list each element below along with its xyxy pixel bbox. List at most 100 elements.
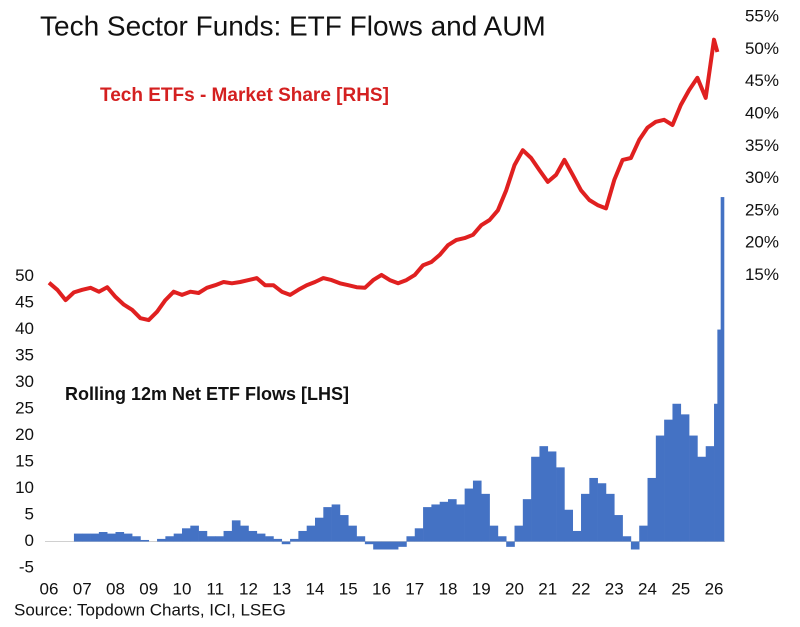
x-tick-label: 16 xyxy=(372,579,391,598)
y-tick-label: 0 xyxy=(25,531,34,550)
bar xyxy=(323,507,332,542)
bar xyxy=(705,446,715,542)
bar xyxy=(373,541,382,550)
y-tick-label: 30 xyxy=(15,372,34,391)
bar xyxy=(165,536,174,542)
bar xyxy=(456,504,465,542)
y-tick-label: 5 xyxy=(25,505,34,524)
bar xyxy=(198,530,208,542)
bar xyxy=(581,493,590,542)
bar xyxy=(720,197,725,542)
bar xyxy=(414,528,424,542)
bar xyxy=(605,493,615,542)
bar xyxy=(157,538,166,542)
bar xyxy=(597,483,607,542)
bar xyxy=(173,533,183,542)
chart-title: Tech Sector Funds: ETF Flows and AUM xyxy=(40,10,546,41)
bar xyxy=(514,525,524,542)
bar xyxy=(439,501,449,542)
y-tick-label: 45 xyxy=(15,293,34,312)
y-tick-label: 15 xyxy=(15,452,34,471)
y2-tick-label: 15% xyxy=(745,265,779,284)
bar xyxy=(315,517,324,542)
bar xyxy=(398,541,407,547)
bar xyxy=(140,539,150,542)
bar xyxy=(506,541,515,547)
bar xyxy=(655,435,665,542)
bar xyxy=(123,533,133,542)
y-tick-label: 20 xyxy=(15,425,34,444)
y2-tick-label: 50% xyxy=(745,39,779,58)
bar xyxy=(531,456,540,542)
x-tick-label: 12 xyxy=(239,579,258,598)
y2-tick-label: 25% xyxy=(745,200,779,219)
x-tick-label: 26 xyxy=(705,579,724,598)
bar xyxy=(381,541,391,550)
bar xyxy=(614,515,623,542)
x-tick-label: 18 xyxy=(439,579,458,598)
bar xyxy=(356,536,366,542)
bar xyxy=(281,541,291,545)
bar xyxy=(431,504,440,542)
bar xyxy=(298,530,307,542)
bar xyxy=(306,525,316,542)
bar xyxy=(522,499,532,542)
bar xyxy=(248,530,258,542)
y2-tick-label: 55% xyxy=(745,7,779,26)
bar xyxy=(273,538,283,542)
source: Source: Topdown Charts, ICI, LSEG xyxy=(14,600,286,619)
bar xyxy=(489,525,499,542)
y2-tick-label: 30% xyxy=(745,168,779,187)
bar xyxy=(206,536,216,542)
bar xyxy=(115,532,125,542)
bar xyxy=(572,530,582,542)
bar xyxy=(348,525,357,542)
bar xyxy=(181,528,191,542)
x-tick-label: 06 xyxy=(40,579,59,598)
x-tick-label: 07 xyxy=(73,579,92,598)
bar xyxy=(556,467,565,542)
y2-tick-label: 20% xyxy=(745,233,779,252)
bar xyxy=(481,493,490,542)
bar xyxy=(717,329,721,542)
x-tick-label: 23 xyxy=(605,579,624,598)
bar xyxy=(647,477,657,542)
bar xyxy=(539,446,549,542)
bar xyxy=(406,536,416,542)
bar xyxy=(423,507,432,542)
bar xyxy=(630,541,640,550)
y-tick-label: 50 xyxy=(15,266,34,285)
bar xyxy=(73,533,83,542)
x-tick-label: 20 xyxy=(505,579,524,598)
bar xyxy=(639,525,648,542)
bar xyxy=(680,414,690,542)
y-tick-label: 25 xyxy=(15,399,34,418)
bar xyxy=(223,530,233,542)
bar xyxy=(265,536,274,542)
y2-tick-label: 40% xyxy=(745,104,779,123)
x-tick-label: 13 xyxy=(272,579,291,598)
y-tick-label: 10 xyxy=(15,478,34,497)
bar xyxy=(464,488,474,542)
x-tick-label: 08 xyxy=(106,579,125,598)
bar xyxy=(107,533,116,542)
annotation: Tech ETFs - Market Share [RHS] xyxy=(100,85,389,106)
bar xyxy=(231,520,241,542)
bar xyxy=(589,477,598,542)
bar xyxy=(339,515,349,542)
y-tick-label: -5 xyxy=(19,558,34,577)
y-tick-label: 40 xyxy=(15,319,34,338)
bar xyxy=(331,504,341,542)
bar xyxy=(98,532,108,542)
bar xyxy=(622,536,632,542)
bar xyxy=(240,525,249,542)
x-tick-label: 21 xyxy=(538,579,557,598)
bar xyxy=(689,435,698,542)
x-tick-label: 22 xyxy=(572,579,591,598)
bar xyxy=(215,536,224,542)
y2-tick-label: 45% xyxy=(745,71,779,90)
bar xyxy=(672,403,682,542)
bar xyxy=(497,536,507,542)
x-tick-label: 10 xyxy=(173,579,192,598)
